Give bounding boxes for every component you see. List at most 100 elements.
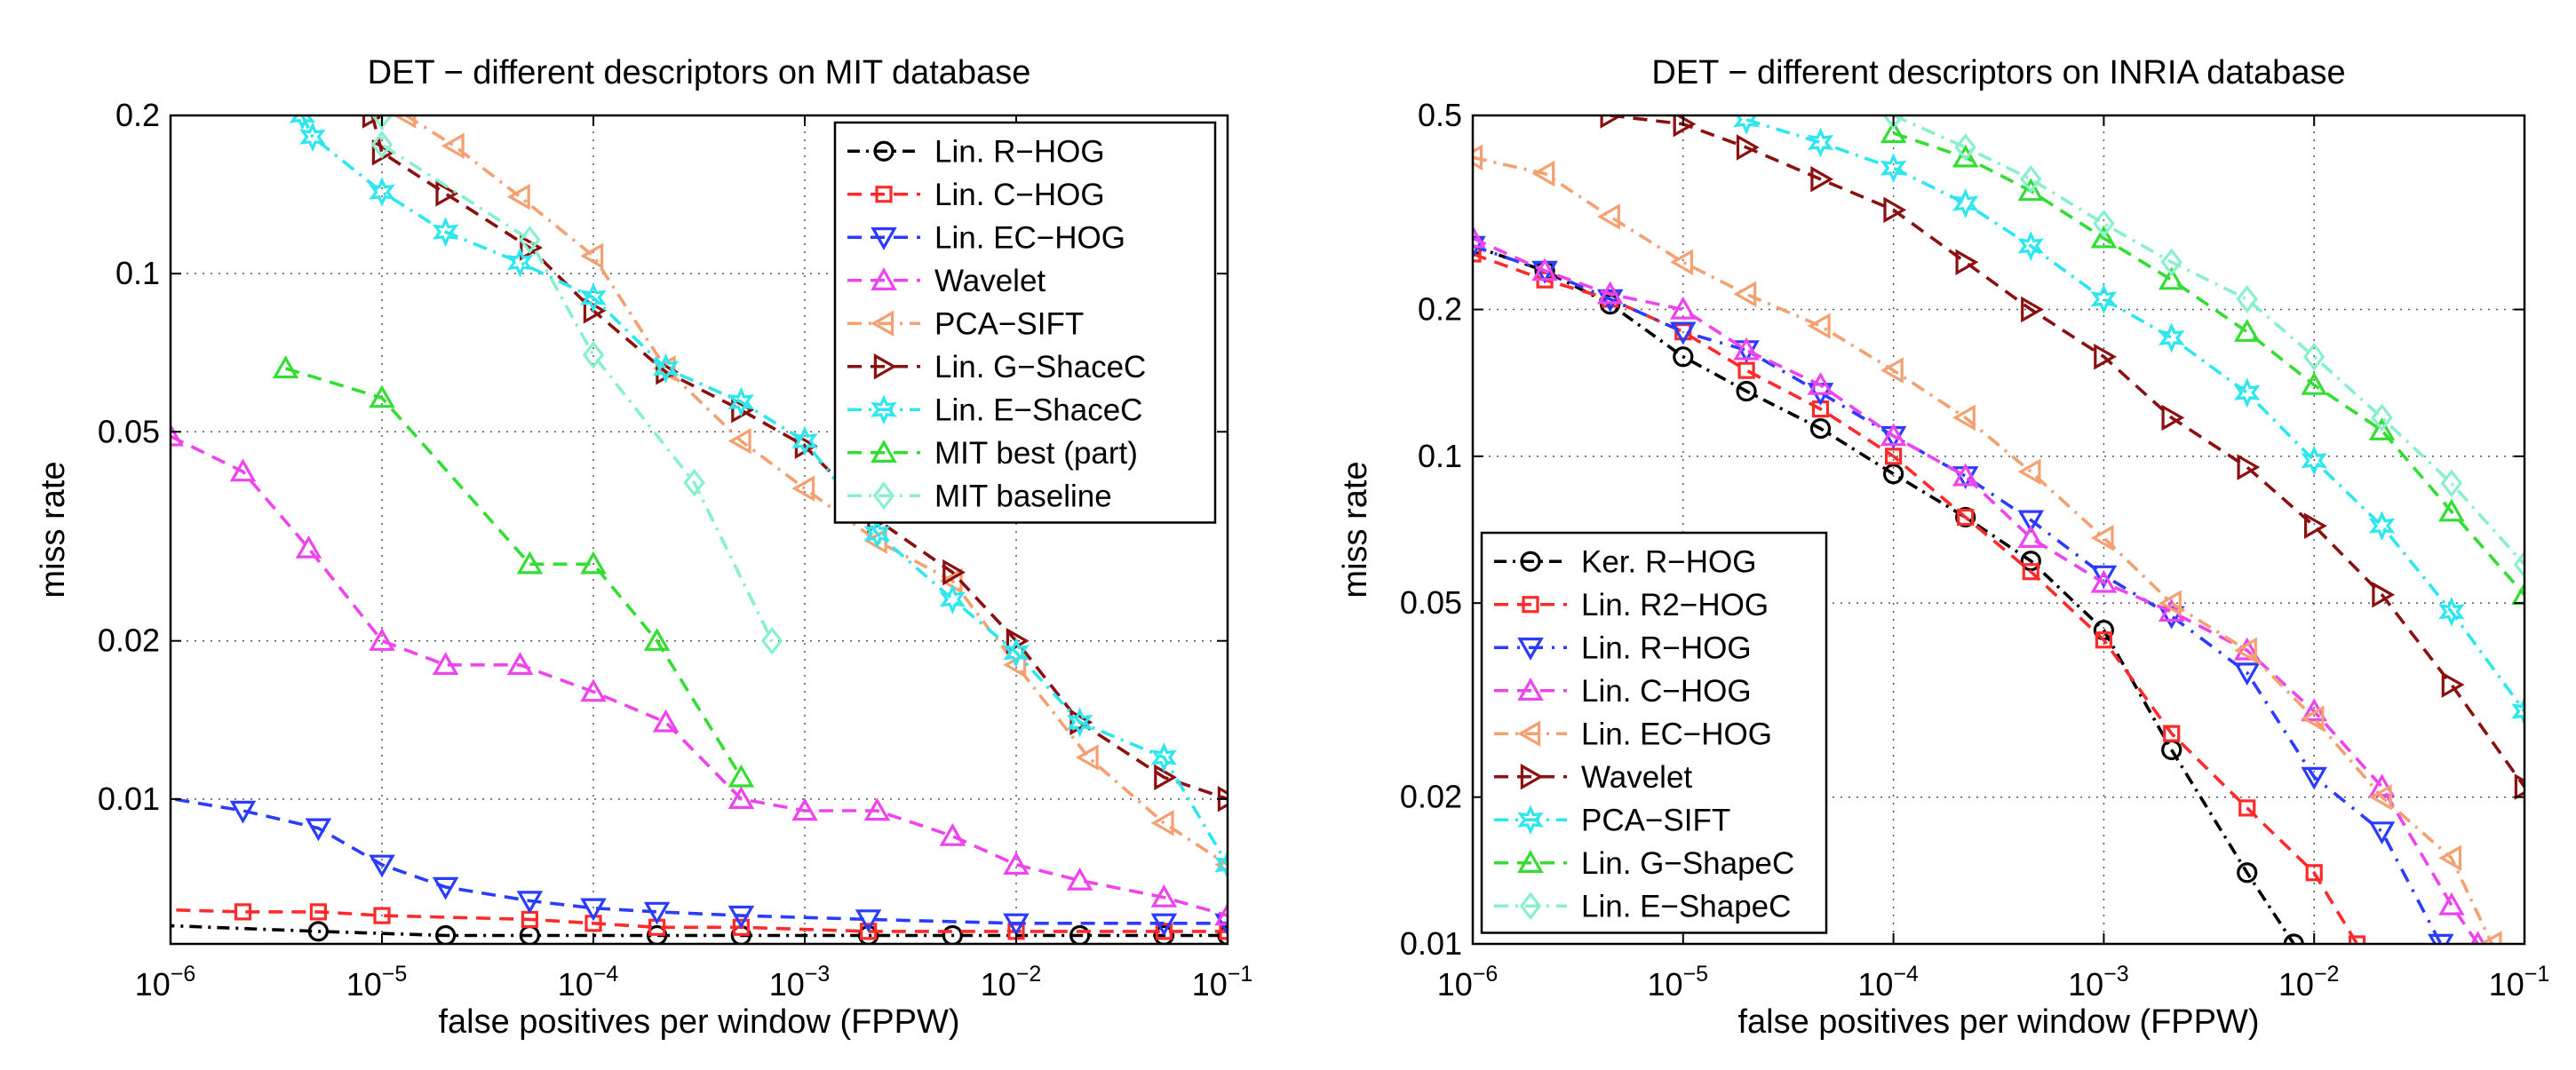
mit-legend-entry-mit-baseline: MIT baseline (847, 479, 1112, 513)
inria-legend-entry-lin-r2-hog-marker (1522, 596, 1539, 614)
inria-x-tick-label: 10−5 (1648, 962, 1709, 1003)
mit-legend-entry-wavelet-label: Wavelet (934, 264, 1046, 298)
inria-series-lin-ec-hog-point (2017, 458, 2041, 485)
mit-series-lin-r-hog-point (1217, 924, 1228, 944)
mit-legend-entry-mit-best-part-label: MIT best (part) (934, 436, 1138, 471)
mit-series-lin-ec-hog-point (369, 854, 395, 878)
inria-x-tick-label: 10−3 (2068, 962, 2129, 1003)
inria-series-lin-c-hog-point (1596, 281, 1624, 305)
inria-series-lin-r2-hog-point (2348, 935, 2366, 944)
mit-legend-entry-lin-c-hog-marker (875, 186, 893, 203)
mit-series-lin-ec-hog-point (855, 909, 882, 933)
inria-legend-entry-wavelet: Wavelet (1494, 760, 1692, 795)
mit-series-wavelet-point (791, 797, 818, 821)
mit-series-lin-ec-hog-line (171, 797, 1228, 925)
inria-series-lin-ec-hog-point (1880, 357, 1904, 384)
mit-series-lin-ec-hog-point (432, 876, 459, 900)
mit-series-lin-e-shacec-point (1150, 742, 1178, 773)
mit-legend-entry-mit-baseline-marker (872, 481, 895, 511)
inria-series-wavelet-point (2161, 404, 2185, 432)
inria-legend-entry-lin-r-hog-label: Lin. R−HOG (1581, 630, 1752, 665)
inria-y-tick-label: 0.01 (1400, 925, 1462, 962)
mit-y-tick-label: 0.05 (98, 413, 160, 449)
inria-series-lin-r2-hog-point (2022, 563, 2039, 581)
inria-series-lin-r-hog-point (2233, 662, 2261, 686)
inria-legend-entry-lin-ec-hog-label: Lin. EC−HOG (1581, 717, 1772, 751)
mit-series-lin-e-shacec-point (1003, 637, 1030, 668)
inria-legend-entry-lin-c-hog-marker (1517, 678, 1544, 701)
inria-series-lin-g-shapec-point (2368, 417, 2396, 440)
mit-series-mit-baseline-point (370, 131, 394, 159)
mit-x-tick-label: 10−3 (769, 962, 831, 1003)
mit-plot-frame (169, 114, 1229, 946)
inria-series-lin-g-shapec-point (2233, 319, 2261, 342)
mit-series-wavelet-point (506, 652, 534, 676)
inria-y-tick-label: 0.02 (1400, 779, 1462, 815)
mit-series-mit-best-part-line (284, 367, 743, 779)
inria-legend-entry-lin-c-hog: Lin. C−HOG (1494, 674, 1752, 709)
inria-series-pca-sift (1733, 115, 2524, 726)
inria-det-chart: DET − different descriptors on INRIA dat… (1337, 54, 2549, 1041)
inria-series-lin-ec-hog-point (2234, 637, 2257, 664)
inria-series-lin-r2-hog-point (2163, 725, 2181, 742)
mit-x-tick-label: 10−6 (135, 962, 196, 1003)
inria-series-lin-r2-hog-point (1737, 361, 1755, 379)
inria-series-lin-c-hog-point (1880, 423, 1907, 447)
inria-series-ker-r-hog-point (2283, 933, 2304, 944)
mit-legend-entry-wavelet: Wavelet (847, 264, 1046, 298)
mit-legend: Lin. R−HOG Lin. C−HOG Lin. EC−HOG Wavelet PC… (833, 121, 1217, 524)
inria-series-lin-c-hog-point (1952, 463, 1979, 487)
inria-series-lin-e-shapec-line (1892, 115, 2524, 566)
inria-series-lin-c-hog-point (1531, 258, 1558, 281)
inria-y-tick-label: 0.1 (1418, 438, 1462, 474)
mit-legend-entry-lin-g-shacec: Lin. G−ShaceC (847, 350, 1146, 384)
mit-series-lin-r-hog-point (942, 924, 963, 944)
mit-y-tick-label: 0.2 (115, 97, 160, 133)
inria-series-lin-ec-hog-point (2090, 525, 2114, 551)
mit-legend-entry-lin-c-hog: Lin. C−HOG (847, 178, 1105, 212)
inria-series-pca-sift-point (2158, 322, 2185, 353)
mit-series-wavelet-point (1003, 852, 1030, 876)
inria-series-lin-ec-hog-point (1473, 144, 1483, 171)
mit-series-lin-e-shacec-point (369, 177, 395, 208)
inria-series-lin-r2-hog-point (2095, 631, 2112, 649)
inria-series-lin-g-shapec-point (1880, 120, 1907, 144)
mit-series-lin-c-hog (171, 903, 1228, 940)
inria-legend-entry-lin-e-shapec-label: Lin. E−ShapeC (1581, 889, 1791, 923)
mit-series-lin-g-shacec-point (371, 139, 395, 166)
inria-series-pca-sift-point (1880, 153, 1907, 184)
inria-legend-entry-lin-g-shapec-marker (1517, 850, 1544, 874)
mit-chart-title: DET − different descriptors on MIT datab… (368, 54, 1031, 91)
mit-series-lin-e-shacec-point (863, 518, 891, 549)
inria-legend-entry-pca-sift-label: PCA−SIFT (1581, 803, 1730, 837)
inria-series-wavelet-point (2441, 671, 2465, 698)
inria-series-lin-e-shapec (1882, 115, 2524, 579)
mit-legend-entry-lin-r-hog: Lin. R−HOG (847, 134, 1105, 169)
inria-chart-title: DET − different descriptors on INRIA dat… (1651, 54, 2345, 91)
inria-series-lin-e-shapec-point (2020, 164, 2042, 194)
inria-series-wavelet-point (2304, 512, 2327, 539)
mit-series-lin-e-shacec-point (791, 425, 818, 456)
inria-series-lin-r2-hog-point (2305, 864, 2323, 882)
mit-series-lin-e-shacec (289, 115, 1228, 880)
mit-series-lin-ec-hog-point (643, 901, 671, 925)
inria-series-lin-g-shapec-point (2017, 178, 2045, 202)
mit-series-wavelet-point (229, 458, 257, 482)
mit-series-lin-c-hog-point (309, 903, 327, 921)
inria-plot-frame (1471, 114, 2526, 946)
inria-series-wavelet-point (2372, 582, 2396, 608)
inria-x-tick-label: 10−4 (1857, 962, 1919, 1003)
inria-series-lin-c-hog-point (2233, 637, 2261, 661)
mit-series-lin-ec-hog-point (727, 905, 755, 929)
inria-series-ker-r-hog-point (1809, 417, 1832, 440)
inria-series-lin-r-hog-point (2017, 510, 2045, 534)
mit-x-tick-label: 10−2 (981, 962, 1042, 1003)
mit-series-lin-ec-hog-point (1003, 913, 1030, 937)
inria-series-lin-r-hog-point (1670, 321, 1697, 345)
mit-legend-box (833, 121, 1217, 524)
inria-series-lin-e-shapec-point (2302, 342, 2326, 371)
inria-series-lin-ec-hog-point (1952, 404, 1976, 432)
mit-series-pca-sift-point (791, 475, 815, 502)
inria-series-lin-c-hog-point (1807, 371, 1834, 395)
mit-y-tick-label: 0.01 (98, 781, 160, 817)
